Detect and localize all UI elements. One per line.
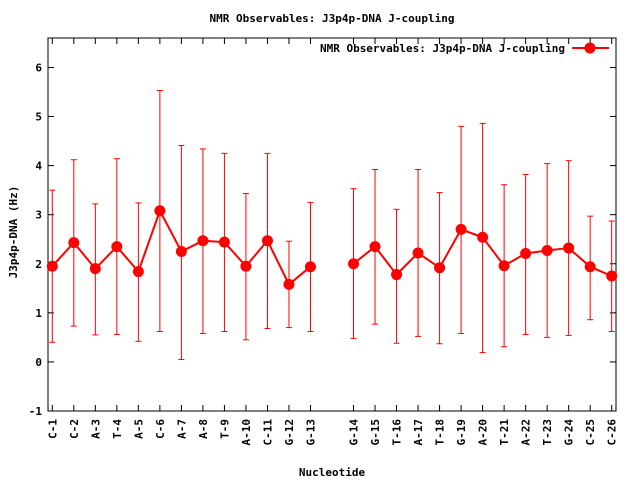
x-tick-label: A-7 bbox=[175, 419, 188, 439]
chart-title: NMR Observables: J3p4p-DNA J-coupling bbox=[209, 12, 454, 25]
data-point bbox=[348, 258, 360, 270]
x-tick-label: G-13 bbox=[304, 419, 317, 446]
data-point bbox=[304, 261, 316, 273]
data-point bbox=[455, 223, 467, 235]
series-points bbox=[46, 205, 618, 290]
x-tick-label: A-5 bbox=[132, 419, 145, 439]
y-tick-label: 5 bbox=[35, 111, 42, 124]
x-tick-label: G-24 bbox=[563, 419, 576, 446]
x-tick-label: C-1 bbox=[46, 419, 59, 439]
data-point bbox=[541, 245, 553, 257]
x-tick-label: G-15 bbox=[369, 419, 382, 446]
data-point bbox=[175, 245, 187, 257]
x-tick-label: A-8 bbox=[197, 419, 210, 439]
y-tick-label: 4 bbox=[35, 160, 42, 173]
data-point bbox=[261, 235, 273, 247]
x-tick-label: C-26 bbox=[606, 419, 619, 446]
x-tick-label: C-6 bbox=[154, 419, 167, 439]
x-tick-label: A-10 bbox=[240, 419, 253, 446]
data-point bbox=[132, 266, 144, 278]
data-point bbox=[68, 237, 80, 249]
data-point bbox=[240, 260, 252, 272]
data-point bbox=[154, 205, 166, 217]
legend-label: NMR Observables: J3p4p-DNA J-coupling bbox=[320, 42, 565, 55]
data-point bbox=[498, 260, 510, 272]
legend: NMR Observables: J3p4p-DNA J-coupling bbox=[320, 42, 609, 55]
x-tick-label: G-12 bbox=[283, 419, 296, 446]
data-point bbox=[218, 236, 230, 248]
x-tick-label: A-3 bbox=[89, 419, 102, 439]
x-tick-label: T-18 bbox=[434, 419, 447, 446]
y-tick-label: 3 bbox=[35, 209, 42, 222]
x-tick-label: G-19 bbox=[455, 419, 468, 446]
x-tick-label: G-14 bbox=[348, 419, 361, 446]
x-tick-label: T-4 bbox=[111, 419, 124, 439]
data-point bbox=[412, 247, 424, 259]
y-tick-label: 0 bbox=[35, 356, 42, 369]
x-tick-label: A-20 bbox=[477, 419, 490, 446]
data-point bbox=[89, 263, 101, 275]
data-point bbox=[563, 242, 575, 254]
y-tick-label: -1 bbox=[29, 405, 43, 418]
x-tick-label: A-17 bbox=[412, 419, 425, 446]
data-point bbox=[283, 278, 295, 290]
x-tick-label: T-21 bbox=[498, 419, 511, 446]
data-point bbox=[46, 260, 58, 272]
legend-marker bbox=[584, 42, 596, 54]
x-tick-label: A-22 bbox=[520, 419, 533, 446]
x-tick-label: T-16 bbox=[391, 419, 404, 446]
data-point bbox=[369, 241, 381, 253]
data-point bbox=[606, 270, 618, 282]
data-point bbox=[391, 269, 403, 281]
x-tick-label: T-9 bbox=[218, 419, 231, 439]
x-tick-label: C-11 bbox=[261, 419, 274, 446]
y-tick-label: 1 bbox=[35, 307, 42, 320]
x-axis-label: Nucleotide bbox=[299, 466, 366, 479]
data-point bbox=[584, 261, 596, 273]
y-tick-label: 2 bbox=[35, 258, 42, 271]
data-point bbox=[477, 231, 489, 243]
plot-frame bbox=[47, 37, 617, 412]
x-tick-label: T-23 bbox=[541, 419, 554, 446]
data-point bbox=[520, 247, 532, 259]
x-tick-label: C-25 bbox=[584, 419, 597, 446]
y-axis: -1 0 1 2 3 4 5 6 bbox=[29, 61, 616, 418]
data-point bbox=[434, 262, 446, 274]
error-bars bbox=[49, 90, 615, 360]
x-tick-label: C-2 bbox=[68, 419, 81, 439]
data-point bbox=[197, 235, 209, 247]
x-axis: C-1 C-2 A-3 T-4 A-5 C-6 A-7 A-8 T-9 A-10 C-11 G-12 G… bbox=[46, 38, 619, 446]
y-axis-label: J3p4p-DNA (Hz) bbox=[7, 186, 20, 279]
data-point bbox=[111, 241, 123, 253]
y-tick-label: 6 bbox=[35, 61, 42, 74]
